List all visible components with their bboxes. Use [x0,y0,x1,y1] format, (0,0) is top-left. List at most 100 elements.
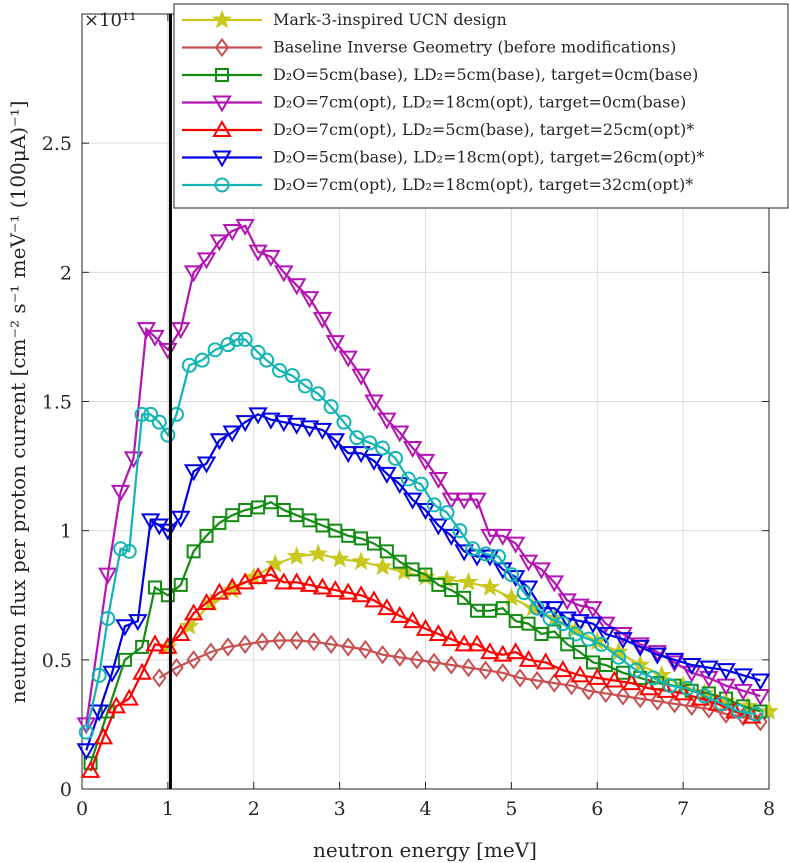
legend-entry: Mark-3-inspired UCN design [182,9,507,29]
data-point-marker [531,562,552,580]
data-point-marker [387,450,403,466]
data-point-marker [196,252,217,270]
data-point-marker [664,652,685,670]
data-point-marker [604,670,625,688]
data-point-marker [441,492,461,510]
data-point-marker [349,430,365,446]
legend-label: D₂O=5cm(base), LD₂=18cm(opt), target=26c… [273,148,704,167]
data-point-marker [80,760,101,778]
data-point-marker [299,420,320,438]
data-point-marker [503,567,519,583]
data-point-marker [596,627,616,645]
data-point-marker [183,265,204,283]
data-point-marker [656,680,676,698]
data-point-marker [759,701,779,720]
data-point-marker [560,637,575,652]
data-point-marker [113,541,129,557]
data-point-marker [454,492,474,510]
data-point-marker [415,618,436,636]
legend-marker [214,177,230,193]
data-point-marker [149,518,170,536]
data-point-marker [160,588,175,603]
data-point-marker [428,623,449,641]
data-point-marker [409,650,425,670]
x-tick-label: 4 [419,798,431,820]
data-point-marker [516,585,532,601]
data-point-marker [78,724,94,740]
data-point-marker [297,378,313,394]
y-tick-label: 1.5 [42,392,72,414]
legend-entry: D₂O=5cm(base), LD₂=5cm(base), target=0cm… [182,65,698,84]
legend-label: D₂O=7cm(opt), LD₂=18cm(opt), target=32cm… [273,175,693,194]
data-point-marker [495,663,511,683]
data-point-marker [544,575,565,593]
data-point-marker [557,611,577,629]
data-point-marker [173,577,188,592]
data-point-marker [362,435,378,451]
data-point-marker [679,680,695,696]
data-point-marker [284,368,300,384]
data-point-marker [364,453,384,471]
data-point-marker [598,658,613,672]
legend-marker [212,150,232,168]
data-point-marker [645,670,661,686]
data-point-marker [570,614,590,632]
data-point-marker [325,580,346,598]
data-point-marker [458,571,479,591]
legend-entry: Baseline Inverse Geometry (before modifi… [182,37,676,58]
data-point-marker [312,577,333,595]
data-point-marker [338,582,358,600]
data-point-marker [306,632,322,652]
x-tick-label: 7 [677,798,689,820]
data-point-marker [402,441,423,459]
data-point-marker [418,567,433,582]
data-point-marker [701,699,717,719]
data-point-marker [310,386,326,402]
legend-label: Baseline Inverse Geometry (before modifi… [273,38,676,57]
data-point-marker [286,546,307,565]
data-point-marker [544,601,565,619]
data-point-marker [613,627,633,645]
data-point-marker [392,647,407,667]
x-tick-label: 8 [763,798,775,820]
data-point-marker [323,399,339,415]
y-tick-label: 1 [60,521,72,543]
legend-marker [212,9,232,29]
data-point-marker [564,676,579,696]
data-point-marker [402,611,423,629]
data-point-marker [222,577,243,595]
data-point-marker [110,484,131,502]
data-point-marker [426,652,442,673]
x-tick-label: 1 [162,798,174,820]
data-point-marker [312,422,333,440]
data-point-marker [329,548,350,568]
x-tick-label: 2 [248,798,260,820]
data-point-marker [465,541,481,557]
data-point-marker [699,670,719,688]
data-point-marker [581,681,596,701]
data-point-marker [568,626,584,642]
data-point-marker [181,357,197,373]
data-point-marker [598,683,614,704]
data-point-marker [690,688,711,706]
data-point-marker [737,695,758,715]
data-point-marker [115,619,135,637]
data-point-marker [613,632,633,650]
data-point-marker [587,667,607,685]
data-point-marker [753,712,768,732]
data-point-marker [212,515,227,530]
data-point-marker [323,634,339,654]
data-point-marker [121,543,137,559]
data-point-marker [286,278,307,296]
data-point-marker [235,218,255,236]
data-point-marker [375,440,391,456]
data-point-marker [312,311,333,329]
legend-marker [214,37,230,58]
data-point-marker [716,663,736,681]
data-point-marker [340,637,356,657]
data-point-marker [426,497,442,513]
data-point-marker [274,415,294,433]
legend-label: D₂O=7cm(opt), LD₂=5cm(base), target=25cm… [273,120,694,139]
data-point-marker [235,415,255,433]
legend-marker [212,119,232,137]
